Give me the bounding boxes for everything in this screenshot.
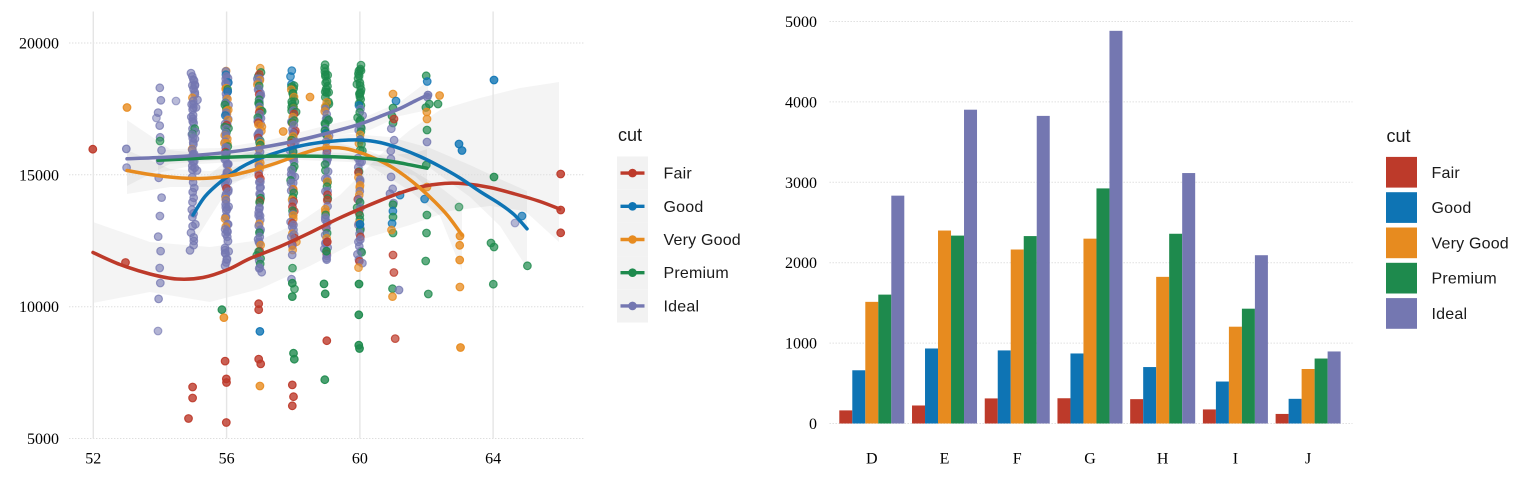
svg-text:cut: cut	[618, 125, 642, 145]
svg-text:Ideal: Ideal	[664, 298, 700, 315]
svg-text:Ideal: Ideal	[1432, 306, 1468, 323]
svg-text:Premium: Premium	[1432, 271, 1497, 288]
svg-text:Good: Good	[664, 199, 704, 216]
svg-text:60: 60	[352, 451, 368, 468]
svg-text:1000: 1000	[785, 336, 817, 353]
svg-text:H: H	[1157, 451, 1169, 468]
svg-text:2000: 2000	[785, 255, 817, 272]
svg-text:52: 52	[85, 451, 101, 468]
svg-text:20000: 20000	[19, 36, 59, 53]
svg-text:56: 56	[219, 451, 235, 468]
svg-text:3000: 3000	[785, 175, 817, 192]
svg-text:Fair: Fair	[1432, 165, 1461, 182]
svg-text:E: E	[940, 451, 950, 468]
svg-text:Very Good: Very Good	[664, 232, 741, 249]
svg-text:Very Good: Very Good	[1432, 235, 1509, 252]
svg-text:F: F	[1013, 451, 1022, 468]
svg-text:64: 64	[485, 451, 501, 468]
svg-text:I: I	[1233, 451, 1238, 468]
svg-text:4000: 4000	[785, 94, 817, 111]
svg-text:0: 0	[809, 416, 817, 433]
svg-text:G: G	[1084, 451, 1096, 468]
svg-text:Fair: Fair	[664, 166, 693, 183]
svg-text:cut: cut	[1387, 126, 1411, 146]
svg-text:5000: 5000	[785, 14, 817, 31]
svg-text:5000: 5000	[27, 431, 59, 448]
svg-text:J: J	[1305, 451, 1311, 468]
svg-text:Good: Good	[1432, 200, 1472, 217]
svg-text:15000: 15000	[19, 167, 59, 184]
svg-text:10000: 10000	[19, 299, 59, 316]
svg-text:Premium: Premium	[664, 265, 729, 282]
svg-text:D: D	[866, 451, 878, 468]
